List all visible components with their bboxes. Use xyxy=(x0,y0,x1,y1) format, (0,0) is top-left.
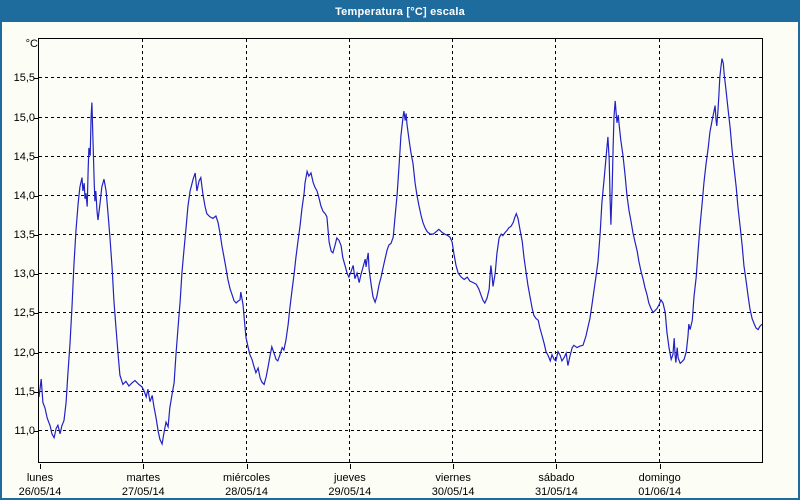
chart-area: °C 15,5 15,0 14,5 14,0 13,5 13,0 12,5 12,0 11,5 1… xyxy=(2,22,798,498)
y-tick-mark xyxy=(34,313,39,314)
day-name-label: viernes xyxy=(435,472,471,484)
day-name-label: sábado xyxy=(538,472,575,484)
x-day-tick-mark xyxy=(247,464,248,469)
day-name-label: lunes xyxy=(26,472,54,484)
x-day-tick-mark xyxy=(40,464,41,469)
plot-area xyxy=(38,38,763,463)
y-tick-label: 12,0 xyxy=(13,346,35,359)
day-date-label: 30/05/14 xyxy=(431,486,475,498)
y-tick-mark xyxy=(34,118,39,119)
y-tick-label: 13,5 xyxy=(13,229,35,242)
y-tick-mark xyxy=(34,157,39,158)
day-date-label: 29/05/14 xyxy=(328,486,372,498)
y-tick-label: 15,0 xyxy=(13,111,35,124)
y-axis-unit-label: °C xyxy=(25,38,38,50)
day-date-label: 27/05/14 xyxy=(121,486,165,498)
x-day-label: domingo 01/06/14 xyxy=(605,471,715,498)
x-day-label: martes 27/05/14 xyxy=(88,471,198,498)
window-title-bar: Temperatura [°C] escala xyxy=(2,2,798,22)
day-name-label: martes xyxy=(126,472,161,484)
y-tick-mark xyxy=(34,196,39,197)
day-date-label: 26/05/14 xyxy=(18,486,62,498)
y-tick-label: 11,0 xyxy=(14,424,35,437)
y-tick-mark xyxy=(34,353,39,354)
x-day-label: sábado 31/05/14 xyxy=(501,471,611,498)
x-day-label: viernes 30/05/14 xyxy=(398,471,508,498)
chart-canvas xyxy=(39,39,762,462)
y-tick-label: 15,5 xyxy=(13,72,35,85)
x-day-tick-mark xyxy=(660,464,661,469)
day-name-label: domingo xyxy=(638,472,681,484)
x-day-label: lunes 26/05/14 xyxy=(2,471,95,498)
y-tick-mark xyxy=(34,235,39,236)
window-title: Temperatura [°C] escala xyxy=(335,6,465,18)
x-day-label: miércoles 28/05/14 xyxy=(192,471,302,498)
x-day-tick-mark xyxy=(143,464,144,469)
x-day-tick-mark xyxy=(453,464,454,469)
y-tick-mark xyxy=(34,392,39,393)
day-name-label: jueves xyxy=(333,472,366,484)
x-day-tick-mark xyxy=(350,464,351,469)
y-tick-label: 13,0 xyxy=(13,268,35,281)
y-tick-mark xyxy=(34,431,39,432)
x-day-label: jueves 29/05/14 xyxy=(295,471,405,498)
day-name-label: miércoles xyxy=(223,472,271,484)
day-date-label: 28/05/14 xyxy=(225,486,268,498)
temperature-line xyxy=(39,58,762,447)
x-day-tick-mark xyxy=(556,464,557,469)
day-date-label: 31/05/14 xyxy=(535,486,578,498)
day-date-label: 01/06/14 xyxy=(638,486,682,498)
y-tick-mark xyxy=(34,274,39,275)
y-tick-label: 14,5 xyxy=(13,150,35,163)
y-tick-label: 14,0 xyxy=(13,189,35,202)
y-tick-label: 11,5 xyxy=(14,385,35,398)
y-tick-mark xyxy=(34,78,39,79)
y-tick-label: 12,5 xyxy=(13,307,35,320)
